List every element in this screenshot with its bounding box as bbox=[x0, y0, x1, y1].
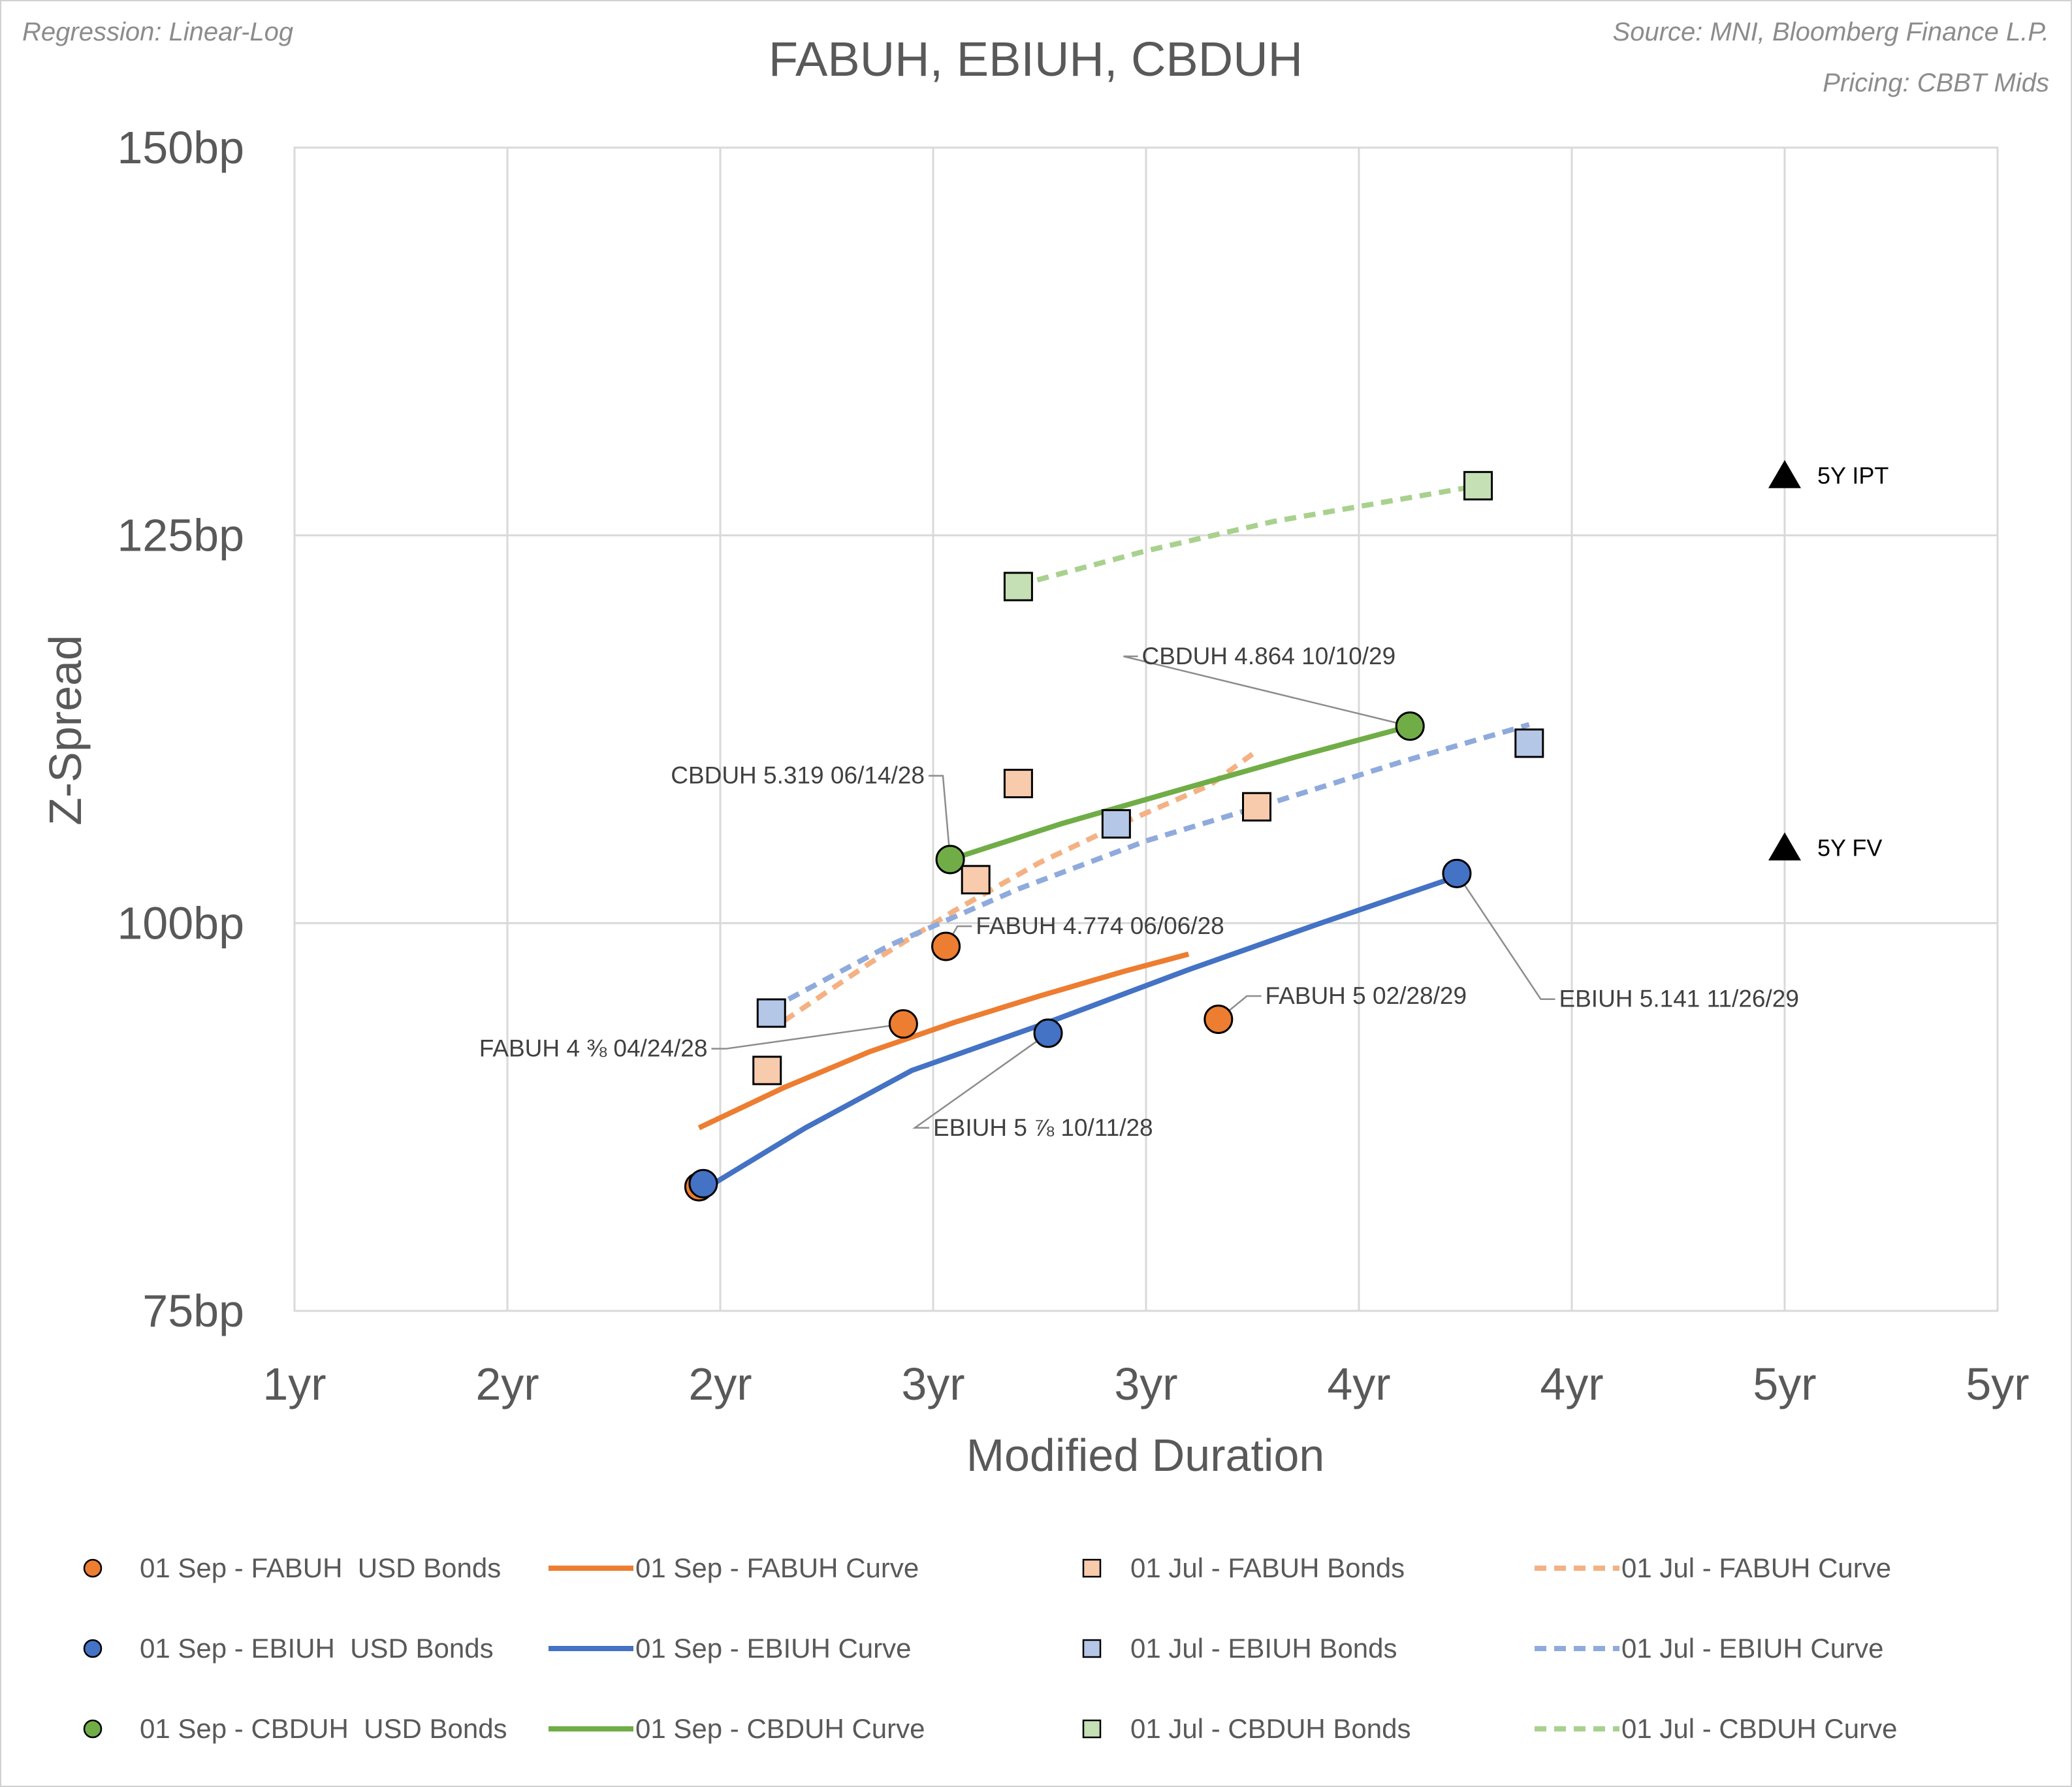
legend-label: 01 Jul - FABUH Bonds bbox=[1130, 1553, 1405, 1583]
annotation-label: FABUH 4.774 06/06/28 bbox=[976, 912, 1224, 939]
legend-swatch-l_cbd bbox=[1082, 1719, 1102, 1739]
annotation-label: CBDUH 5.319 06/14/28 bbox=[671, 762, 925, 789]
pricing-note: Pricing: CBBT Mids bbox=[1823, 69, 2049, 97]
y-tick-label: 150bp bbox=[117, 122, 244, 173]
x-tick-label: 3yr bbox=[901, 1359, 964, 1409]
annotation-label: EBIUH 5.141 11/26/29 bbox=[1559, 986, 1799, 1012]
legend: 01 Sep - FABUH USD Bonds 01 Sep - FABUH C… bbox=[83, 1553, 1897, 1744]
data-point-s_ebi bbox=[1033, 1018, 1063, 1048]
legend-swatch-s_ebi bbox=[83, 1639, 103, 1658]
y-tick-label: 100bp bbox=[117, 897, 244, 948]
legend-swatch-l_fab bbox=[1082, 1558, 1102, 1578]
data-point-l_fab bbox=[1003, 769, 1033, 799]
annotation-label: EBIUH 5 ⅞ 10/11/28 bbox=[933, 1114, 1153, 1141]
source-note: Source: MNI, Bloomberg Finance L.P. bbox=[1613, 18, 2049, 46]
data-point-s_fab bbox=[1203, 1005, 1234, 1035]
legend-label: 01 Sep - FABUH USD Bonds bbox=[140, 1553, 501, 1583]
annotation-leaders bbox=[711, 655, 1555, 1129]
gridlines bbox=[293, 146, 1999, 1312]
marker-label: 5Y IPT bbox=[1817, 462, 1889, 489]
data-point-s_ebi bbox=[688, 1168, 718, 1199]
legend-swatch-s_fab bbox=[83, 1558, 103, 1578]
x-axis-label: Modified Duration bbox=[966, 1430, 1325, 1481]
data-point-l_ebi bbox=[756, 998, 786, 1028]
y-tick-label: 75bp bbox=[142, 1285, 244, 1336]
data-point-l_ebi bbox=[1514, 728, 1544, 758]
annotation-label: FABUH 5 02/28/29 bbox=[1266, 982, 1467, 1009]
series-line-c_cbd bbox=[949, 723, 1411, 862]
data-point-s_cbd bbox=[1395, 711, 1425, 741]
annotation-label: CBDUH 4.864 10/10/29 bbox=[1141, 643, 1395, 669]
triangle-marker bbox=[1768, 460, 1801, 489]
data-point-l_cbd bbox=[1463, 471, 1493, 501]
legend-label: 01 Sep - EBIUH Curve bbox=[635, 1633, 912, 1664]
data-point-l_fab bbox=[961, 865, 991, 895]
legend-label: 01 Sep - FABUH Curve bbox=[635, 1553, 919, 1583]
annotation-leader bbox=[1456, 873, 1555, 1000]
data-point-s_ebi bbox=[1442, 858, 1472, 888]
reference-markers: 5Y IPT 5Y FV bbox=[1768, 460, 1889, 861]
legend-swatch-s_cbd bbox=[83, 1719, 103, 1739]
x-tick-label: 5yr bbox=[1753, 1359, 1816, 1409]
legend-label: 01 Sep - CBDUH Curve bbox=[635, 1713, 925, 1744]
annotation-leader bbox=[912, 1032, 1049, 1129]
marker-label: 5Y FV bbox=[1817, 834, 1882, 861]
chart-title: FABUH, EBIUH, CBDUH bbox=[769, 32, 1303, 86]
data-point-l_ebi bbox=[1101, 809, 1131, 839]
annotations: CBDUH 4.864 10/10/29 CBDUH 5.319 06/14/28… bbox=[479, 643, 1799, 1141]
x-tick-label: 5yr bbox=[1966, 1359, 2029, 1409]
data-point-l_fab bbox=[1242, 792, 1272, 822]
legend-label: 01 Jul - FABUH Curve bbox=[1621, 1553, 1891, 1583]
data-point-l_cbd bbox=[1003, 572, 1033, 602]
legend-swatch-l_ebi bbox=[1082, 1639, 1102, 1658]
x-tick-label: 2yr bbox=[688, 1359, 752, 1409]
triangle-marker bbox=[1768, 832, 1801, 861]
y-axis-label: Z-Spread bbox=[40, 635, 91, 826]
data-point-s_fab bbox=[888, 1009, 918, 1039]
annotation-leader bbox=[928, 775, 951, 860]
annotation-label: FABUH 4 ⅜ 04/24/28 bbox=[479, 1035, 708, 1062]
x-tick-label: 1yr bbox=[263, 1359, 326, 1409]
legend-label: 01 Sep - CBDUH USD Bonds bbox=[140, 1713, 507, 1744]
annotation-leader bbox=[711, 1023, 904, 1050]
x-tick-label: 4yr bbox=[1540, 1359, 1603, 1409]
legend-label: 01 Jul - CBDUH Bonds bbox=[1130, 1713, 1411, 1744]
data-points bbox=[684, 471, 1544, 1202]
data-point-s_cbd bbox=[935, 845, 965, 875]
y-axis-ticks: 75bp 100bp 125bp 150bp bbox=[117, 122, 244, 1336]
x-tick-label: 4yr bbox=[1327, 1359, 1390, 1409]
series-line-c_fab bbox=[697, 951, 1190, 1131]
legend-label: 01 Sep - EBIUH USD Bonds bbox=[140, 1633, 494, 1664]
legend-label: 01 Jul - CBDUH Curve bbox=[1621, 1713, 1897, 1744]
x-tick-label: 3yr bbox=[1114, 1359, 1177, 1409]
legend-label: 01 Jul - EBIUH Curve bbox=[1621, 1633, 1883, 1664]
data-point-s_fab bbox=[931, 931, 961, 961]
annotation-leader bbox=[1123, 655, 1411, 727]
series-line-d_cbd bbox=[1017, 483, 1479, 588]
series-line-d_fab bbox=[782, 752, 1254, 1023]
x-tick-label: 2yr bbox=[475, 1359, 539, 1409]
x-axis-ticks: 1yr 2yr 2yr 3yr 3yr 4yr 4yr 5yr 5yr bbox=[263, 1359, 2029, 1409]
y-tick-label: 125bp bbox=[117, 510, 244, 561]
data-point-l_fab bbox=[752, 1055, 782, 1086]
legend-label: 01 Jul - EBIUH Bonds bbox=[1130, 1633, 1397, 1664]
regression-note: Regression: Linear-Log bbox=[22, 18, 293, 46]
